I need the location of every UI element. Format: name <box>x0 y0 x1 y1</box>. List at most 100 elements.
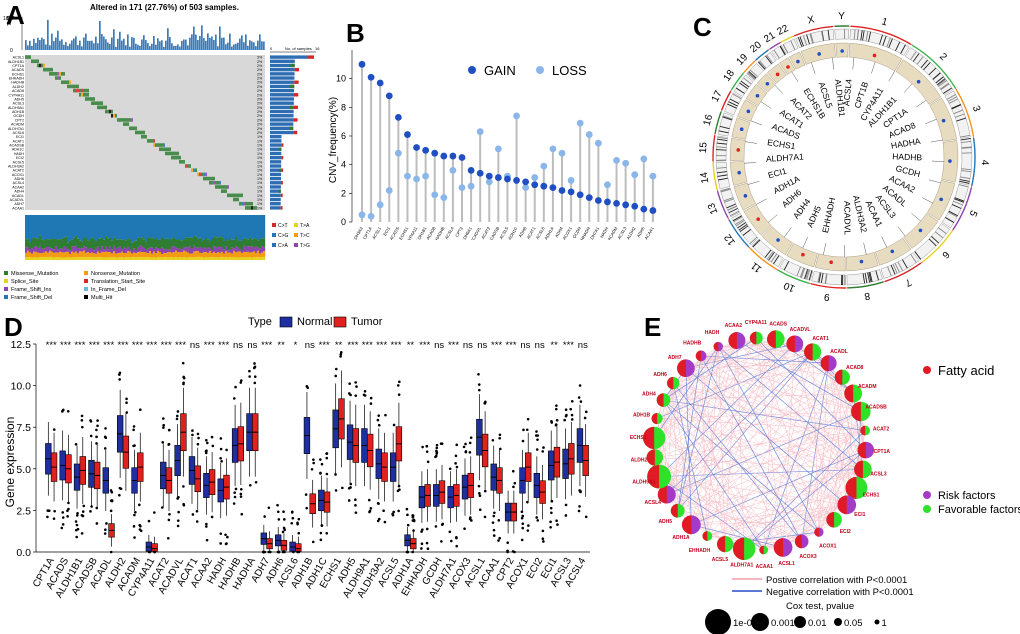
positive-edge <box>700 355 866 431</box>
tumor-outlier <box>541 450 545 453</box>
tumor-outlier <box>312 461 315 465</box>
tumor-outlier <box>354 504 357 507</box>
cnv-gain-point <box>531 181 539 189</box>
snv-stack-segment <box>185 251 188 258</box>
tumor-outlier <box>497 539 500 542</box>
snv-stack-segment <box>257 250 260 258</box>
node-label: ALDH2 <box>631 457 648 463</box>
oncoprint-mutation-cell <box>125 122 127 126</box>
snv-stack-segment <box>243 251 246 258</box>
side-bar <box>270 130 294 135</box>
node-half <box>820 355 829 372</box>
tumor-outlier <box>454 462 457 465</box>
snv-stack-segment <box>133 241 136 249</box>
snv-stack-segment <box>151 253 154 258</box>
ideogram-band <box>766 251 774 260</box>
ideogram-band <box>867 272 871 283</box>
snv-stack-segment <box>257 215 260 241</box>
snv-stack-segment <box>87 215 90 241</box>
positive-edge <box>782 449 867 548</box>
positive-edge <box>685 367 861 412</box>
positive-edge <box>663 338 776 401</box>
tumor-outlier <box>66 409 70 413</box>
snv-stack-segment <box>77 253 80 258</box>
snv-stack-segment <box>37 257 40 260</box>
ideogram-band <box>770 253 778 263</box>
normal-outlier <box>522 428 525 432</box>
ideogram-band <box>860 30 863 41</box>
tmb-bar <box>177 44 179 50</box>
oncoprint-mutation-cell <box>185 164 187 168</box>
ideogram-band <box>864 273 868 284</box>
node-label: ACAA2 <box>725 323 742 329</box>
tumor-outlier <box>383 520 387 524</box>
snv-stack-segment <box>47 215 50 240</box>
tmb-bar <box>207 33 209 50</box>
tumor-outlier <box>125 397 128 401</box>
ideogram-band <box>735 87 745 94</box>
ideogram-band <box>738 224 748 231</box>
tumor-outlier <box>125 411 129 414</box>
oncoprint-mutation-cell <box>55 72 57 76</box>
oncoprint-mutation-cell <box>165 151 167 156</box>
oncoprint-mutation-cell <box>171 155 173 160</box>
tumor-outlier <box>368 509 372 513</box>
ideogram-band <box>868 31 872 42</box>
legend-tumor-swatch <box>333 316 347 328</box>
ideogram-band <box>718 130 729 134</box>
ideogram-band <box>865 31 869 42</box>
tmb-bar <box>215 34 217 50</box>
cnv-marker <box>743 194 748 198</box>
side-bar <box>270 189 281 193</box>
ideogram-band <box>887 266 892 277</box>
normal-outlier <box>205 538 209 542</box>
cnv-marker <box>775 72 780 77</box>
normal-outlier <box>434 455 437 459</box>
positive-edge <box>673 382 835 520</box>
panel-b-label: B <box>346 18 365 48</box>
snv-stack-segment <box>145 241 148 250</box>
snv-stack-segment <box>97 246 100 252</box>
cnv-marker <box>840 49 844 53</box>
snv-stack-segment <box>163 257 166 260</box>
snv-stack-segment <box>199 237 202 247</box>
oncoprint-mutation-cell <box>243 201 245 206</box>
side-bar <box>270 67 295 72</box>
snv-stack-segment <box>189 246 192 254</box>
side-bar <box>270 147 282 151</box>
snv-stack-segment <box>233 239 236 249</box>
snv-stack-segment <box>141 257 144 260</box>
oncoprint-mutation-cell <box>103 105 105 110</box>
tmb-bar <box>137 44 139 50</box>
snv-stack-segment <box>205 257 208 260</box>
snv-stack-segment <box>237 251 240 258</box>
snv-stack-segment <box>47 239 50 247</box>
side-axis-label: No. of samples <box>285 46 312 51</box>
normal-outlier <box>191 433 194 437</box>
snv-stack-segment <box>157 257 160 260</box>
positive-edge <box>691 430 866 525</box>
positive-edge <box>691 340 738 525</box>
snv-stack-segment <box>85 238 88 248</box>
positive-edge <box>736 340 843 378</box>
cnv-x-tick-label: ADH5 <box>636 225 646 238</box>
variant-legend-swatch <box>4 287 8 291</box>
variant-legend-text: Nonsense_Mutation <box>91 271 140 277</box>
ideogram-band <box>783 261 790 271</box>
snv-stack-segment <box>183 239 186 247</box>
snv-stack-segment <box>85 252 88 258</box>
snv-stack-segment <box>93 253 96 258</box>
cnv-gain-point <box>431 149 439 157</box>
chromosome-ideogram <box>757 52 777 70</box>
gene-connector <box>881 236 887 248</box>
tumor-outlier <box>53 509 56 513</box>
significance-label: *** <box>419 340 430 351</box>
oncoprint-mutation-cell <box>253 206 255 210</box>
snv-stack-segment <box>161 215 164 238</box>
positive-edge <box>677 340 738 511</box>
negative-edge <box>701 355 829 364</box>
gene-connector <box>897 226 906 237</box>
panel-b: B CNV_frequency(%) GAIN LOSS 0 2 4 6 8 10 ALDH… <box>322 0 667 240</box>
snv-stack-segment <box>49 250 52 257</box>
tmb-bar <box>149 46 151 50</box>
